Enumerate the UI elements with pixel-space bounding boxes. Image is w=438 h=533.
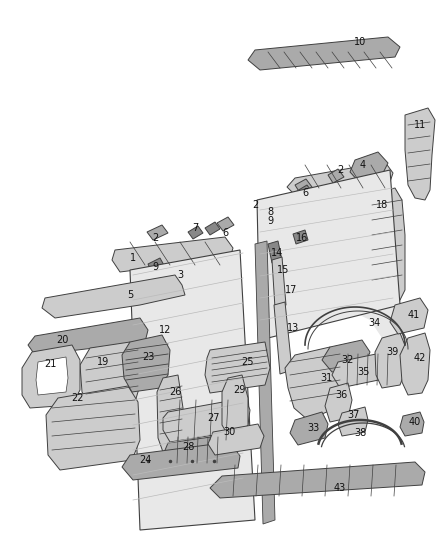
- Polygon shape: [285, 347, 342, 420]
- Polygon shape: [258, 172, 405, 350]
- Polygon shape: [257, 170, 400, 340]
- Polygon shape: [28, 318, 148, 355]
- Polygon shape: [255, 241, 275, 524]
- Polygon shape: [42, 275, 185, 318]
- Text: 37: 37: [348, 410, 360, 420]
- Text: 26: 26: [169, 387, 181, 397]
- Polygon shape: [188, 226, 203, 239]
- Polygon shape: [375, 333, 406, 388]
- Text: 17: 17: [285, 285, 297, 295]
- Text: 33: 33: [307, 423, 319, 433]
- Text: 1: 1: [130, 253, 136, 263]
- Text: 41: 41: [408, 310, 420, 320]
- Polygon shape: [22, 345, 80, 408]
- Text: 2: 2: [252, 200, 258, 210]
- Polygon shape: [222, 375, 248, 435]
- Text: 19: 19: [97, 357, 109, 367]
- Polygon shape: [332, 350, 400, 388]
- Polygon shape: [122, 442, 240, 480]
- Polygon shape: [272, 257, 286, 308]
- Text: 40: 40: [409, 417, 421, 427]
- Text: 15: 15: [277, 265, 289, 275]
- Text: 18: 18: [376, 200, 388, 210]
- Polygon shape: [148, 258, 165, 273]
- Polygon shape: [400, 333, 430, 395]
- Polygon shape: [405, 108, 435, 200]
- Text: 16: 16: [296, 233, 308, 243]
- Text: 43: 43: [334, 483, 346, 493]
- Text: 6: 6: [222, 228, 228, 238]
- Polygon shape: [268, 241, 282, 263]
- Text: 20: 20: [56, 335, 68, 345]
- Text: 22: 22: [71, 393, 83, 403]
- Polygon shape: [293, 230, 308, 244]
- Text: 23: 23: [142, 352, 154, 362]
- Text: 38: 38: [354, 428, 366, 438]
- Polygon shape: [274, 302, 292, 374]
- Polygon shape: [400, 412, 424, 436]
- Text: 11: 11: [414, 120, 426, 130]
- Text: 28: 28: [182, 442, 194, 452]
- Polygon shape: [295, 179, 312, 193]
- Text: 13: 13: [287, 323, 299, 333]
- Text: 14: 14: [271, 248, 283, 258]
- Text: 9: 9: [152, 262, 158, 272]
- Polygon shape: [147, 225, 168, 240]
- Text: 7: 7: [192, 223, 198, 233]
- Text: 2: 2: [152, 233, 158, 243]
- Text: 3: 3: [177, 270, 183, 280]
- Polygon shape: [205, 342, 270, 393]
- Text: 12: 12: [159, 325, 171, 335]
- Polygon shape: [208, 424, 264, 455]
- Polygon shape: [262, 210, 278, 224]
- Polygon shape: [287, 162, 393, 198]
- Polygon shape: [205, 222, 220, 235]
- Text: 30: 30: [223, 427, 235, 437]
- Text: 29: 29: [233, 385, 245, 395]
- Text: 5: 5: [127, 290, 133, 300]
- Polygon shape: [328, 169, 344, 183]
- Text: 39: 39: [386, 347, 398, 357]
- Polygon shape: [163, 398, 250, 442]
- Polygon shape: [322, 340, 370, 372]
- Polygon shape: [130, 250, 255, 530]
- Text: 8: 8: [267, 207, 273, 217]
- Polygon shape: [217, 217, 234, 231]
- Polygon shape: [368, 188, 405, 302]
- Polygon shape: [80, 342, 140, 408]
- Polygon shape: [46, 386, 140, 470]
- Text: 4: 4: [360, 160, 366, 170]
- Polygon shape: [390, 298, 428, 334]
- Polygon shape: [338, 407, 368, 436]
- Text: 25: 25: [242, 357, 254, 367]
- Text: 31: 31: [320, 373, 332, 383]
- Polygon shape: [36, 357, 68, 395]
- Polygon shape: [163, 435, 232, 465]
- Text: 35: 35: [357, 367, 369, 377]
- Text: 9: 9: [267, 216, 273, 226]
- Polygon shape: [350, 152, 388, 183]
- Polygon shape: [122, 335, 170, 392]
- Text: 24: 24: [139, 455, 151, 465]
- Text: 21: 21: [44, 359, 56, 369]
- Polygon shape: [157, 375, 183, 452]
- Text: 36: 36: [335, 390, 347, 400]
- Text: 32: 32: [341, 355, 353, 365]
- Text: 27: 27: [207, 413, 219, 423]
- Polygon shape: [260, 202, 276, 216]
- Polygon shape: [297, 185, 312, 198]
- Text: 10: 10: [354, 37, 366, 47]
- Polygon shape: [112, 237, 233, 272]
- Text: 34: 34: [368, 318, 380, 328]
- Text: 2: 2: [337, 165, 343, 175]
- Text: 42: 42: [414, 353, 426, 363]
- Polygon shape: [248, 37, 400, 70]
- Polygon shape: [290, 412, 328, 445]
- Polygon shape: [325, 383, 352, 422]
- Text: 6: 6: [302, 188, 308, 198]
- Polygon shape: [210, 462, 425, 498]
